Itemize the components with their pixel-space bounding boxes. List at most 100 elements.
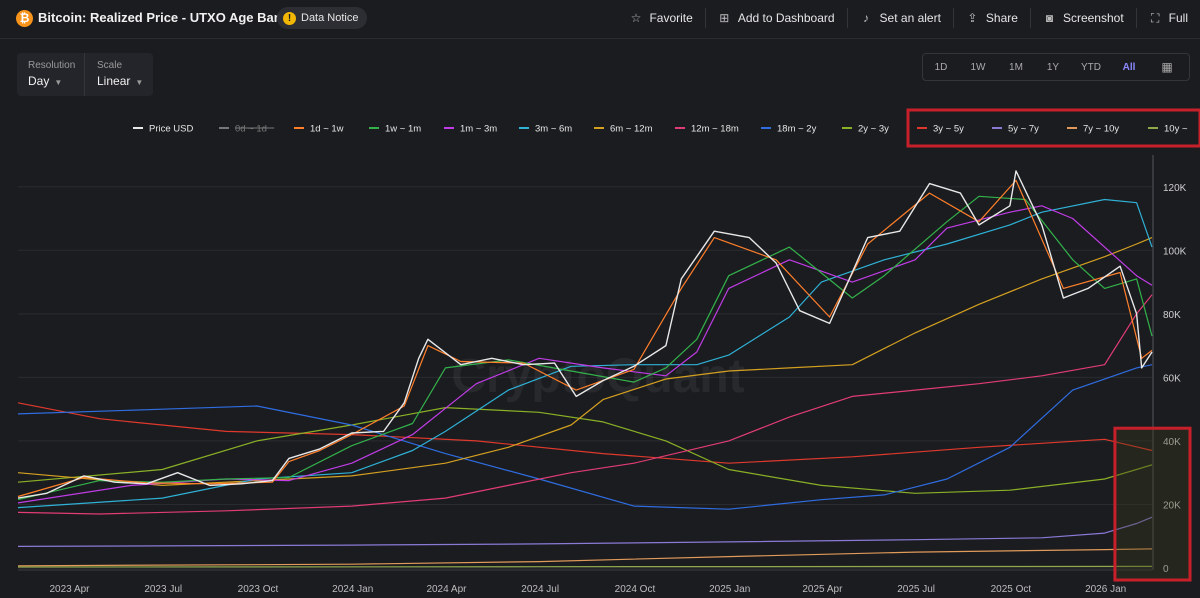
chart-lines: [17, 170, 1153, 568]
data-notice-label: Data Notice: [301, 12, 359, 24]
resolution-select[interactable]: Resolution Day ▼: [17, 53, 84, 96]
y-tick-label: 80K: [1163, 310, 1181, 321]
series-line-12: [17, 516, 1153, 548]
set-alert-button[interactable]: ♪ Set an alert: [846, 8, 953, 28]
scale-select[interactable]: Scale Linear ▼: [84, 53, 153, 96]
chart-highlight-box: [1113, 426, 1192, 582]
range-1d[interactable]: 1D: [934, 61, 948, 73]
legend-label: 3y ~ 5y: [933, 124, 964, 135]
legend-item[interactable]: 7y ~ 10y: [1067, 124, 1119, 135]
series-line-5: [17, 205, 1153, 504]
legend-label: 18m ~ 2y: [777, 124, 817, 135]
top-bar: ₿ Bitcoin: Realized Price - UTXO Age Ban…: [0, 0, 1200, 39]
legend-item[interactable]: 3y ~ 5y: [917, 124, 964, 135]
legend-label: 0d ~ 1d: [235, 124, 267, 135]
legend-label: Price USD: [149, 124, 193, 135]
legend-label: 1m ~ 3m: [460, 124, 497, 135]
series-line-2: [17, 179, 1153, 498]
legend-item[interactable]: 1m ~ 3m: [444, 124, 497, 135]
chevron-down-icon: ▼: [135, 78, 144, 87]
y-tick-label: 120K: [1163, 183, 1187, 194]
legend-label: 2y ~ 3y: [858, 124, 889, 135]
full-label: Full: [1168, 11, 1188, 25]
page-title: Bitcoin: Realized Price - UTXO Age Bands: [38, 10, 297, 25]
set-alert-label: Set an alert: [879, 11, 941, 25]
x-tick-label: 2025 Apr: [802, 584, 843, 595]
series-line-7: [17, 237, 1153, 486]
series-line-0: [17, 170, 1153, 499]
legend-item[interactable]: 1w ~ 1m: [369, 124, 421, 135]
y-tick-label: 60K: [1163, 373, 1181, 384]
legend-item[interactable]: 6m ~ 12m: [594, 124, 653, 135]
y-tick-label: 0: [1163, 564, 1169, 575]
legend-item[interactable]: 12m ~ 18m: [675, 124, 739, 135]
favorite-button[interactable]: ☆ Favorite: [617, 8, 704, 28]
range-all[interactable]: All: [1122, 61, 1136, 73]
y-tick-label: 40K: [1163, 437, 1181, 448]
legend-item[interactable]: 10y ~: [1148, 124, 1188, 135]
header-actions: ☆ Favorite ⊞ Add to Dashboard ♪ Set an a…: [617, 0, 1200, 36]
bitcoin-logo-icon: ₿: [16, 10, 33, 27]
legend-label: 1d ~ 1w: [310, 124, 344, 135]
series-line-10: [17, 407, 1153, 494]
x-tick-label: 2023 Apr: [49, 584, 90, 595]
screenshot-label: Screenshot: [1062, 11, 1124, 25]
full-button[interactable]: ⛶ Full: [1135, 8, 1200, 28]
warning-icon: !: [283, 11, 296, 25]
legend-item[interactable]: 2y ~ 3y: [842, 124, 889, 135]
calendar-icon[interactable]: ▦: [1161, 60, 1173, 74]
y-axis: 0 20K 40K 60K 80K 100K 120K: [18, 155, 1187, 575]
x-tick-label: 2025 Jan: [709, 584, 750, 595]
x-tick-label: 2024 Jan: [332, 584, 373, 595]
camera-icon: ◙: [1045, 11, 1054, 25]
legend-item[interactable]: 0d ~ 1d: [219, 124, 275, 135]
legend-item[interactable]: 1d ~ 1w: [294, 124, 344, 135]
legend-label: 3m ~ 6m: [535, 124, 572, 135]
legend-label: 7y ~ 10y: [1083, 124, 1119, 135]
x-tick-label: 2024 Oct: [615, 584, 656, 595]
series-line-9: [17, 364, 1153, 510]
screenshot-button[interactable]: ◙ Screenshot: [1029, 8, 1136, 28]
x-tick-label: 2024 Jul: [521, 584, 559, 595]
legend-item[interactable]: Price USD: [133, 124, 193, 135]
resolution-value: Day: [28, 74, 50, 88]
legend-label: 5y ~ 7y: [1008, 124, 1039, 135]
range-1w[interactable]: 1W: [970, 61, 986, 73]
watermark: CryptoQuant: [451, 350, 744, 403]
legend-item[interactable]: 5y ~ 7y: [992, 124, 1039, 135]
share-label: Share: [985, 11, 1018, 25]
series-line-14: [17, 565, 1153, 568]
chart-legend: Price USD 0d ~ 1d 1d ~ 1w 1w ~ 1m 1m ~ 3m 3m …: [133, 124, 1188, 135]
favorite-label: Favorite: [649, 11, 693, 25]
x-tick-label: 2023 Oct: [238, 584, 279, 595]
bell-icon: ♪: [863, 11, 870, 25]
x-tick-label: 2026 Jan: [1085, 584, 1126, 595]
range-1m[interactable]: 1M: [1009, 61, 1023, 73]
range-ytd[interactable]: YTD: [1081, 61, 1101, 73]
star-icon: ☆: [630, 11, 642, 25]
x-tick-label: 2023 Jul: [144, 584, 182, 595]
legend-label: 12m ~ 18m: [691, 124, 739, 135]
legend-item[interactable]: 3m ~ 6m: [519, 124, 572, 135]
dashboard-add-icon: ⊞: [719, 11, 730, 25]
legend-label: 1w ~ 1m: [385, 124, 421, 135]
series-line-8: [17, 294, 1153, 515]
range-1y[interactable]: 1Y: [1046, 61, 1060, 73]
x-tick-label: 2025 Oct: [991, 584, 1032, 595]
legend-item[interactable]: 18m ~ 2y: [761, 124, 817, 135]
x-axis: 2023 Apr 2023 Jul 2023 Oct 2024 Jan 2024 Apr…: [49, 584, 1126, 595]
share-icon: ⇪: [967, 11, 978, 25]
add-to-dashboard-button[interactable]: ⊞ Add to Dashboard: [704, 8, 847, 28]
data-notice-button[interactable]: ! Data Notice: [277, 7, 368, 29]
fullscreen-icon: ⛶: [1150, 10, 1160, 25]
resolution-label: Resolution: [28, 60, 76, 71]
range-selector: 1D 1W 1M 1Y YTD All ▦: [922, 53, 1190, 81]
series-line-13: [17, 548, 1153, 567]
chart-grid: [18, 186, 1152, 569]
legend-label: 6m ~ 12m: [610, 124, 653, 135]
chevron-down-icon: ▼: [54, 78, 63, 87]
share-button[interactable]: ⇪ Share: [952, 8, 1030, 28]
x-tick-label: 2024 Apr: [426, 584, 467, 595]
x-tick-label: 2025 Jul: [897, 584, 935, 595]
